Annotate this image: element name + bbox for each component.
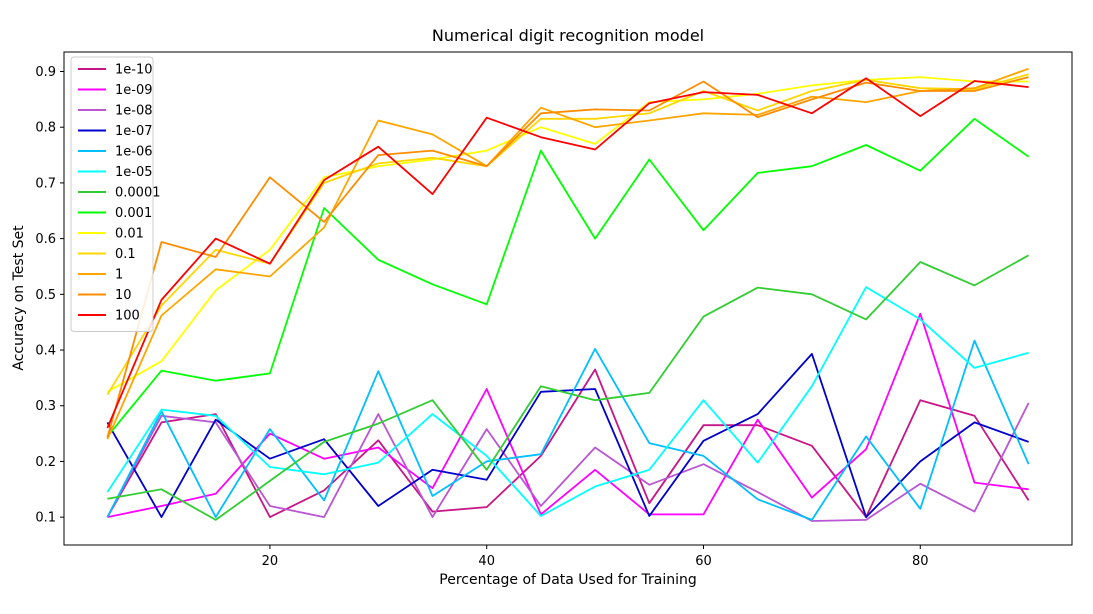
x-axis: 20 40 60 80	[262, 545, 929, 569]
y-tick-label: 0.9	[35, 65, 56, 80]
series-line-6	[107, 254, 1030, 521]
x-tick-label: 20	[262, 554, 279, 569]
series-line-12	[106, 77, 1029, 429]
series-line-4	[106, 339, 1030, 521]
legend-label-11: 10	[115, 288, 132, 303]
series-line-5	[106, 286, 1029, 517]
y-tick-label: 0.3	[35, 399, 56, 414]
series-line-3	[106, 352, 1029, 518]
legend-label-6: 0.0001	[115, 186, 161, 201]
y-tick-label: 0.6	[35, 232, 56, 247]
legend-label-9: 0.1	[115, 247, 136, 262]
plot-frame	[63, 51, 1073, 546]
legend: 1e-10 1e-09 1e-08 1e-07 1e-06 1e-05 0.0001 0.00…	[70, 56, 161, 332]
series-layer	[106, 67, 1030, 522]
y-tick-label: 0.7	[35, 176, 56, 191]
y-tick-label: 0.2	[35, 455, 56, 470]
legend-box	[70, 56, 154, 332]
series-line-0	[106, 368, 1030, 518]
y-tick-label: 0.5	[35, 288, 56, 303]
series-line-9	[106, 73, 1029, 396]
chart-title: Numerical digit recognition model	[432, 26, 704, 45]
y-axis: 0.1 0.2 0.3 0.4 0.5 0.6 0.7 0.8 0.9	[35, 65, 64, 526]
legend-label-0: 1e-10	[115, 63, 153, 78]
y-tick-label: 0.1	[35, 511, 56, 526]
series-line-10	[106, 67, 1029, 440]
x-axis-title: Percentage of Data Used for Training	[439, 572, 696, 588]
x-tick-label: 60	[695, 554, 712, 569]
y-axis-title: Accuracy on Test Set	[11, 225, 27, 371]
legend-label-1: 1e-09	[115, 83, 153, 98]
y-tick-label: 0.4	[35, 344, 56, 359]
series-line-7	[106, 117, 1030, 437]
y-tick-label: 0.8	[35, 121, 56, 136]
legend-label-4: 1e-06	[115, 145, 153, 160]
x-tick-label: 80	[912, 554, 929, 569]
legend-label-8: 0.01	[115, 227, 144, 242]
legend-label-7: 0.001	[115, 206, 152, 221]
series-line-8	[106, 76, 1029, 393]
legend-label-2: 1e-08	[115, 104, 153, 119]
series-line-2	[106, 402, 1030, 522]
legend-label-3: 1e-07	[115, 124, 153, 139]
legend-label-5: 1e-05	[115, 165, 153, 180]
legend-label-12: 100	[115, 309, 140, 324]
x-tick-label: 40	[478, 554, 495, 569]
legend-label-10: 1	[115, 268, 123, 283]
